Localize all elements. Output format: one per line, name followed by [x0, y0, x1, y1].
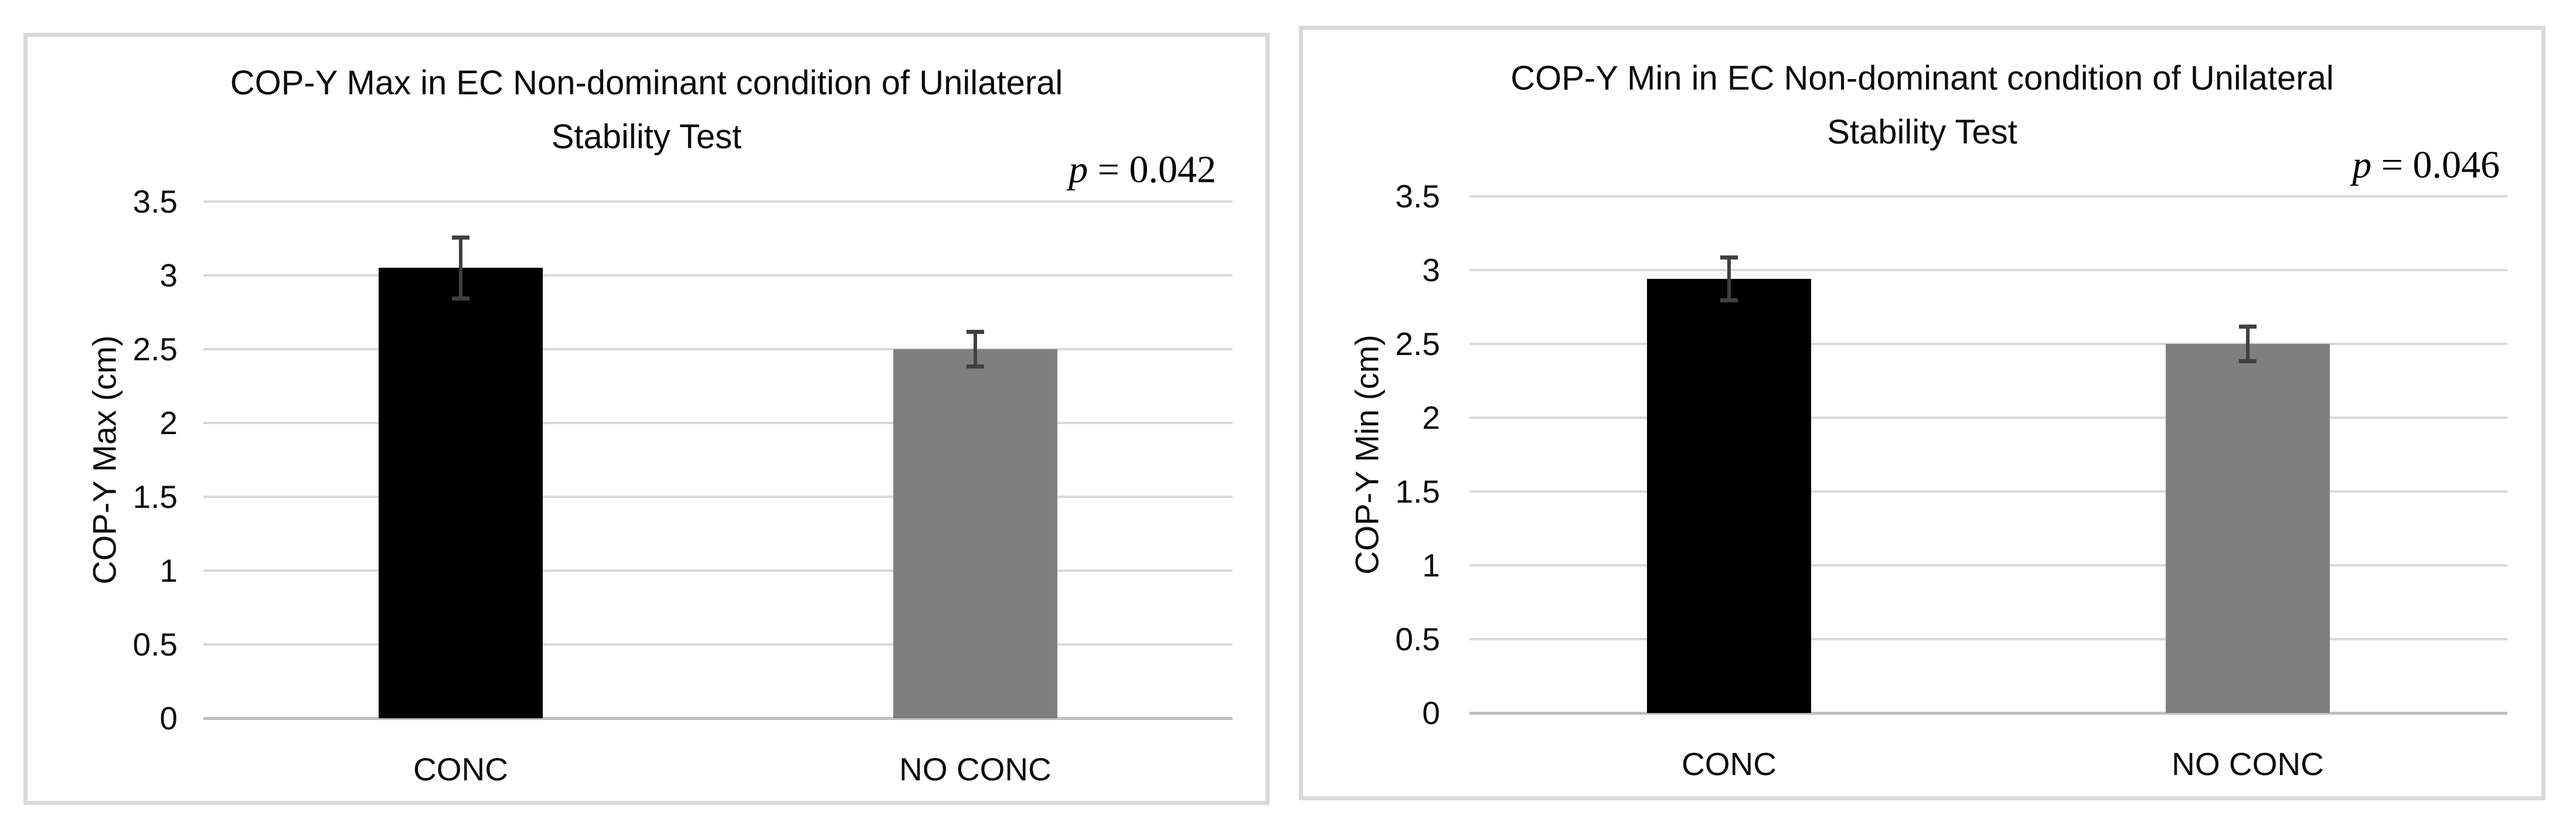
error-bar-cap-bottom: [2239, 359, 2257, 363]
chart-title-line1: COP-Y Max in EC Non-dominant condition o…: [230, 64, 1063, 102]
x-category-label: NO CONC: [899, 751, 1052, 787]
x-category-label: NO CONC: [2172, 746, 2324, 782]
gridline: [203, 643, 1233, 646]
y-axis-title-copy-max: COP-Y Max (cm): [86, 335, 123, 585]
error-bar: [1727, 255, 1731, 302]
error-bar-cap-bottom: [967, 364, 984, 368]
error-bar-cap-top: [2239, 325, 2257, 329]
y-tick-label: 1.5: [1395, 473, 1440, 510]
y-tick-label: 2.5: [1395, 326, 1440, 362]
p-symbol: p: [1068, 148, 1088, 191]
chart-title-line2: Stability Test: [1827, 113, 2017, 151]
y-tick-label: 2: [1422, 400, 1440, 436]
y-tick-label: 1.5: [132, 479, 178, 515]
gridline: [203, 569, 1233, 572]
x-axis-line: [203, 717, 1233, 720]
gridline: [1469, 417, 2507, 419]
x-category-label: CONC: [413, 751, 508, 787]
y-tick-label: 2: [159, 405, 178, 441]
gridline: [1469, 490, 2507, 493]
bar-conc: [379, 268, 543, 718]
error-bar-cap-top: [967, 330, 984, 334]
gridline: [203, 274, 1233, 277]
p-symbol: p: [2352, 144, 2372, 186]
gridline: [203, 200, 1233, 203]
gridline: [203, 422, 1233, 424]
error-bar-cap-top: [1720, 255, 1738, 260]
p-value-annotation-copy-min: p = 0.046: [2352, 142, 2500, 189]
error-bar: [974, 330, 977, 368]
p-value-text: = 0.042: [1088, 148, 1216, 191]
x-axis-line: [1469, 712, 2507, 715]
bar-no-conc: [893, 349, 1057, 718]
y-tick-label: 2.5: [132, 331, 178, 367]
y-tick-label: 0: [1422, 695, 1440, 731]
error-bar: [459, 236, 462, 301]
y-tick-label: 3: [159, 257, 178, 294]
bar-conc: [1647, 279, 1811, 713]
gridline: [1469, 343, 2507, 345]
y-tick-label: 1: [1422, 547, 1440, 584]
x-category-label: CONC: [1682, 746, 1777, 782]
y-axis-title-copy-min: COP-Y Min (cm): [1348, 335, 1386, 575]
chart-title-line2: Stability Test: [551, 118, 742, 156]
chart-title-line1: COP-Y Min in EC Non-dominant condition o…: [1510, 59, 2334, 97]
error-bar-cap-top: [452, 236, 469, 240]
gridline: [1469, 195, 2507, 197]
p-value-text: = 0.046: [2371, 144, 2500, 186]
chart-panel-copy-min: [1299, 26, 2546, 800]
gridline: [1469, 564, 2507, 567]
gridline: [203, 496, 1233, 498]
y-tick-label: 0.5: [132, 626, 178, 663]
chart-title-copy-min: COP-Y Min in EC Non-dominant condition o…: [1299, 52, 2546, 159]
gridline: [1469, 638, 2507, 640]
error-bar-cap-bottom: [452, 296, 469, 301]
y-tick-label: 3.5: [132, 183, 178, 220]
y-tick-label: 0: [159, 700, 178, 736]
error-bar: [2246, 325, 2250, 363]
chart-title-copy-max: COP-Y Max in EC Non-dominant condition o…: [23, 56, 1270, 164]
p-value-annotation-copy-max: p = 0.042: [1068, 146, 1216, 193]
bar-no-conc: [2166, 344, 2330, 713]
y-tick-label: 1: [159, 552, 178, 589]
gridline: [1469, 269, 2507, 271]
y-tick-label: 3: [1422, 252, 1440, 288]
y-tick-label: 0.5: [1395, 621, 1440, 657]
error-bar-cap-bottom: [1720, 298, 1738, 302]
chart-panel-copy-max: [23, 33, 1270, 805]
y-tick-label: 3.5: [1395, 178, 1440, 214]
gridline: [203, 348, 1233, 350]
